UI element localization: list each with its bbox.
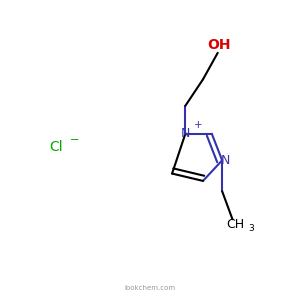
Text: N: N — [220, 154, 230, 167]
Text: −: − — [70, 135, 80, 145]
Text: OH: OH — [207, 38, 231, 52]
Text: Cl: Cl — [49, 140, 63, 154]
Text: 3: 3 — [249, 224, 254, 233]
Text: lookchem.com: lookchem.com — [124, 285, 176, 291]
Text: +: + — [194, 120, 203, 130]
Text: CH: CH — [226, 218, 244, 231]
Text: N: N — [181, 127, 190, 140]
